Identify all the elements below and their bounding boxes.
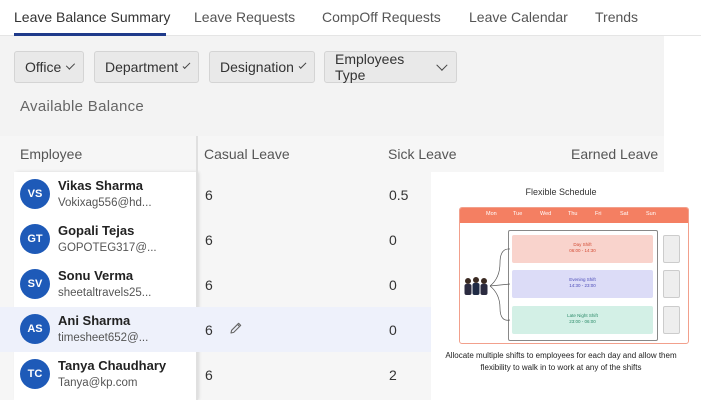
promo-title: Flexible Schedule bbox=[525, 187, 597, 197]
sick-leave-value: 0 bbox=[389, 277, 397, 293]
chevron-down-icon bbox=[182, 61, 191, 69]
employee-email: sheetaltravels25... bbox=[58, 287, 152, 299]
active-tab-indicator bbox=[14, 33, 166, 36]
day-label: Mon bbox=[486, 211, 497, 217]
sick-leave-value: 0 bbox=[389, 232, 397, 248]
column-divider bbox=[196, 136, 198, 400]
employee-cell: SV Sonu Verma sheetaltravels25... bbox=[14, 262, 197, 307]
casual-leave-value: 6 bbox=[205, 232, 213, 248]
schedule-header: Mon Tue Wed Thu Fri Sat Sun bbox=[460, 208, 688, 223]
shift-time: 14:30 - 23:00 bbox=[569, 283, 596, 288]
employee-name: Vikas Sharma bbox=[58, 178, 144, 193]
employee-cell: GT Gopali Tejas GOPOTEG317@... bbox=[14, 217, 197, 262]
shift-name: Late Night Shift bbox=[567, 313, 598, 318]
table-row[interactable]: AS Ani Sharma timesheet652@... 6 0 bbox=[0, 307, 431, 352]
employee-cell: VS Vikas Sharma Vokixag556@hd... bbox=[14, 172, 197, 217]
employees-type-filter-dropdown[interactable]: Employees Type bbox=[324, 51, 457, 83]
promo-caption-line2: flexibility to walk in to work at any of… bbox=[480, 363, 642, 372]
tab-compoff-requests[interactable]: CompOff Requests bbox=[322, 9, 441, 25]
chevron-down-icon bbox=[66, 60, 76, 70]
avatar: VS bbox=[20, 179, 50, 209]
pencil-icon[interactable] bbox=[229, 321, 243, 335]
office-filter-label: Office bbox=[25, 59, 62, 75]
office-filter-dropdown[interactable]: Office bbox=[14, 51, 84, 83]
day-label: Thu bbox=[568, 211, 578, 217]
avatar: GT bbox=[20, 224, 50, 254]
promo-caption-line1: Allocate multiple shifts to employees fo… bbox=[445, 351, 677, 360]
filter-section: Office Department Designation Employees … bbox=[0, 36, 664, 136]
shift-time: 06:00 - 14:30 bbox=[569, 248, 596, 253]
day-label: Tue bbox=[513, 211, 523, 217]
day-shift-card: Day Shift 06:00 - 14:30 bbox=[512, 235, 653, 263]
tab-bar: Leave Balance Summary Leave Requests Com… bbox=[0, 0, 701, 36]
avatar: AS bbox=[20, 314, 50, 344]
placeholder-slot bbox=[663, 270, 680, 298]
column-header-sick-leave[interactable]: Sick Leave bbox=[388, 146, 457, 162]
column-header-employee[interactable]: Employee bbox=[20, 146, 83, 162]
sick-leave-value: 2 bbox=[389, 367, 397, 383]
shift-name: Day Shift bbox=[573, 242, 592, 247]
shift-time: 23:00 - 06:00 bbox=[569, 319, 596, 324]
casual-leave-value: 6 bbox=[205, 187, 213, 203]
employee-name: Sonu Verma bbox=[58, 268, 134, 283]
employee-email: Tanya@kp.com bbox=[58, 377, 138, 389]
casual-leave-value: 6 bbox=[205, 322, 213, 338]
casual-leave-value: 6 bbox=[205, 277, 213, 293]
table-row[interactable]: TC Tanya Chaudhary Tanya@kp.com 6 2 bbox=[0, 352, 664, 397]
column-header-casual-leave[interactable]: Casual Leave bbox=[204, 146, 290, 162]
day-label: Fri bbox=[595, 211, 602, 217]
section-title: Available Balance bbox=[20, 98, 145, 115]
sick-leave-value: 0.5 bbox=[389, 187, 409, 203]
tab-leave-balance-summary[interactable]: Leave Balance Summary bbox=[14, 9, 171, 25]
table-row[interactable]: VS Vikas Sharma Vokixag556@hd... 6 0.5 bbox=[0, 172, 664, 217]
evening-shift-card: Evening Shift 14:30 - 23:00 bbox=[512, 270, 653, 298]
chevron-down-icon bbox=[298, 61, 307, 69]
avatar: TC bbox=[20, 359, 50, 389]
day-label: Wed bbox=[540, 211, 552, 217]
avatar: SV bbox=[20, 269, 50, 299]
department-filter-dropdown[interactable]: Department bbox=[94, 51, 199, 83]
connector-arrows bbox=[489, 248, 511, 321]
employee-cell: AS Ani Sharma timesheet652@... bbox=[14, 307, 197, 352]
placeholder-slot bbox=[663, 306, 680, 334]
team-icon bbox=[464, 277, 488, 295]
designation-filter-label: Designation bbox=[220, 59, 294, 75]
employee-name: Tanya Chaudhary bbox=[58, 358, 167, 373]
employee-email: timesheet652@... bbox=[58, 332, 149, 344]
promo-caption: Allocate multiple shifts to employees fo… bbox=[431, 350, 691, 374]
employees-type-filter-label: Employees Type bbox=[335, 51, 405, 83]
chevron-down-icon bbox=[436, 59, 448, 71]
flexible-schedule-promo: Flexible Schedule Mon Tue Wed Thu Fri Sa… bbox=[431, 172, 701, 400]
tab-trends[interactable]: Trends bbox=[595, 9, 639, 25]
shift-panel bbox=[508, 230, 658, 341]
department-filter-label: Department bbox=[105, 59, 179, 75]
column-header-earned-leave[interactable]: Earned Leave bbox=[571, 146, 659, 162]
shift-name: Evening Shift bbox=[569, 277, 596, 282]
employee-email: Vokixag556@hd... bbox=[58, 197, 152, 209]
employee-name: Gopali Tejas bbox=[58, 223, 135, 238]
schedule-illustration: Mon Tue Wed Thu Fri Sat Sun Day Shift 06… bbox=[459, 207, 689, 344]
late-night-shift-card: Late Night Shift 23:00 - 06:00 bbox=[512, 306, 653, 334]
day-label: Sun bbox=[646, 211, 656, 217]
employee-name: Ani Sharma bbox=[58, 313, 131, 328]
casual-leave-value: 6 bbox=[205, 367, 213, 383]
sick-leave-value: 0 bbox=[389, 322, 397, 338]
employee-email: GOPOTEG317@... bbox=[58, 242, 157, 254]
placeholder-slot bbox=[663, 235, 680, 263]
designation-filter-dropdown[interactable]: Designation bbox=[209, 51, 315, 83]
employee-cell: TC Tanya Chaudhary Tanya@kp.com bbox=[14, 352, 197, 397]
tab-leave-requests[interactable]: Leave Requests bbox=[194, 9, 296, 25]
tab-leave-calendar[interactable]: Leave Calendar bbox=[469, 9, 568, 25]
table-row[interactable]: SV Sonu Verma sheetaltravels25... 6 0 bbox=[0, 262, 664, 307]
table-row[interactable]: GT Gopali Tejas GOPOTEG317@... 6 0 bbox=[0, 217, 664, 262]
day-label: Sat bbox=[620, 211, 629, 217]
